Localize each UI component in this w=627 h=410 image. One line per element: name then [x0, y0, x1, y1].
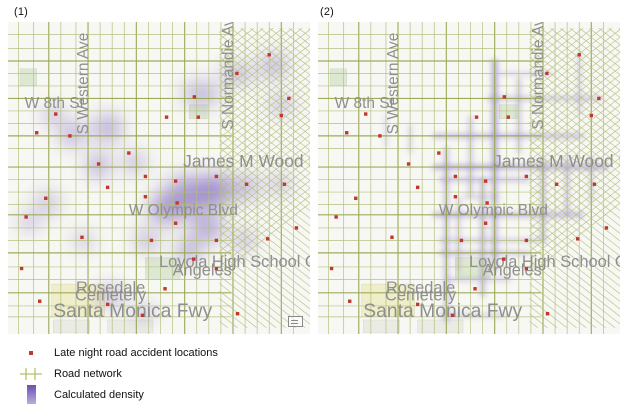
svg-text:Rosedale: Rosedale [386, 279, 455, 297]
svg-text:S Normandie Ave: S Normandie Ave [220, 22, 237, 130]
svg-text:Angeles: Angeles [483, 261, 542, 279]
svg-text:Loyola High School Of Los: Loyola High School Of Los [469, 253, 620, 271]
svg-text:W 8th St: W 8th St [25, 95, 85, 112]
svg-text:Santa Monica Fwy: Santa Monica Fwy [363, 301, 522, 322]
svg-text:Cemetery: Cemetery [385, 287, 457, 305]
svg-text:S Western Ave: S Western Ave [75, 33, 92, 135]
legend-label-density: Calculated density [54, 388, 144, 401]
panel-2-map[interactable]: Santa Monica Fwy James M Wood Blvd Loyola … [318, 22, 620, 334]
legend-label-accidents: Late night road accident locations [54, 346, 218, 359]
panel-1-map[interactable]: Santa Monica Fwy James M Wood Blvd Loyola … [8, 22, 310, 334]
svg-text:James M Wood Blvd: James M Wood Blvd [183, 151, 310, 171]
road-cross-icon [14, 363, 48, 384]
svg-text:Cemetery: Cemetery [75, 287, 147, 305]
svg-text:W Olympic Blvd: W Olympic Blvd [439, 202, 548, 219]
legend-label-roads: Road network [54, 367, 122, 380]
svg-text:W Olympic Blvd: W Olympic Blvd [129, 202, 238, 219]
legend-item-calculated-density: Calculated density [14, 384, 344, 405]
panel-2-label: (2) [320, 6, 335, 18]
density-ramp-icon [14, 384, 48, 405]
svg-text:Loyola High School Of Los: Loyola High School Of Los [159, 253, 310, 271]
svg-text:S Normandie Ave: S Normandie Ave [530, 22, 547, 130]
point-marker-icon [14, 342, 48, 363]
panel-1-label: (1) [14, 6, 29, 18]
svg-text:S Western Ave: S Western Ave [385, 33, 402, 135]
svg-text:Angeles: Angeles [173, 261, 232, 279]
svg-text:Santa Monica Fwy: Santa Monica Fwy [53, 301, 212, 322]
panel-1-scalebar-icon [288, 316, 303, 327]
svg-text:James M Wood Blvd: James M Wood Blvd [493, 151, 620, 171]
legend: Late night road accident locations Road … [14, 342, 344, 405]
svg-text:Rosedale: Rosedale [76, 279, 145, 297]
legend-item-road-network: Road network [14, 363, 344, 384]
svg-text:W 8th St: W 8th St [335, 95, 395, 112]
legend-item-accident-locations: Late night road accident locations [14, 342, 344, 363]
